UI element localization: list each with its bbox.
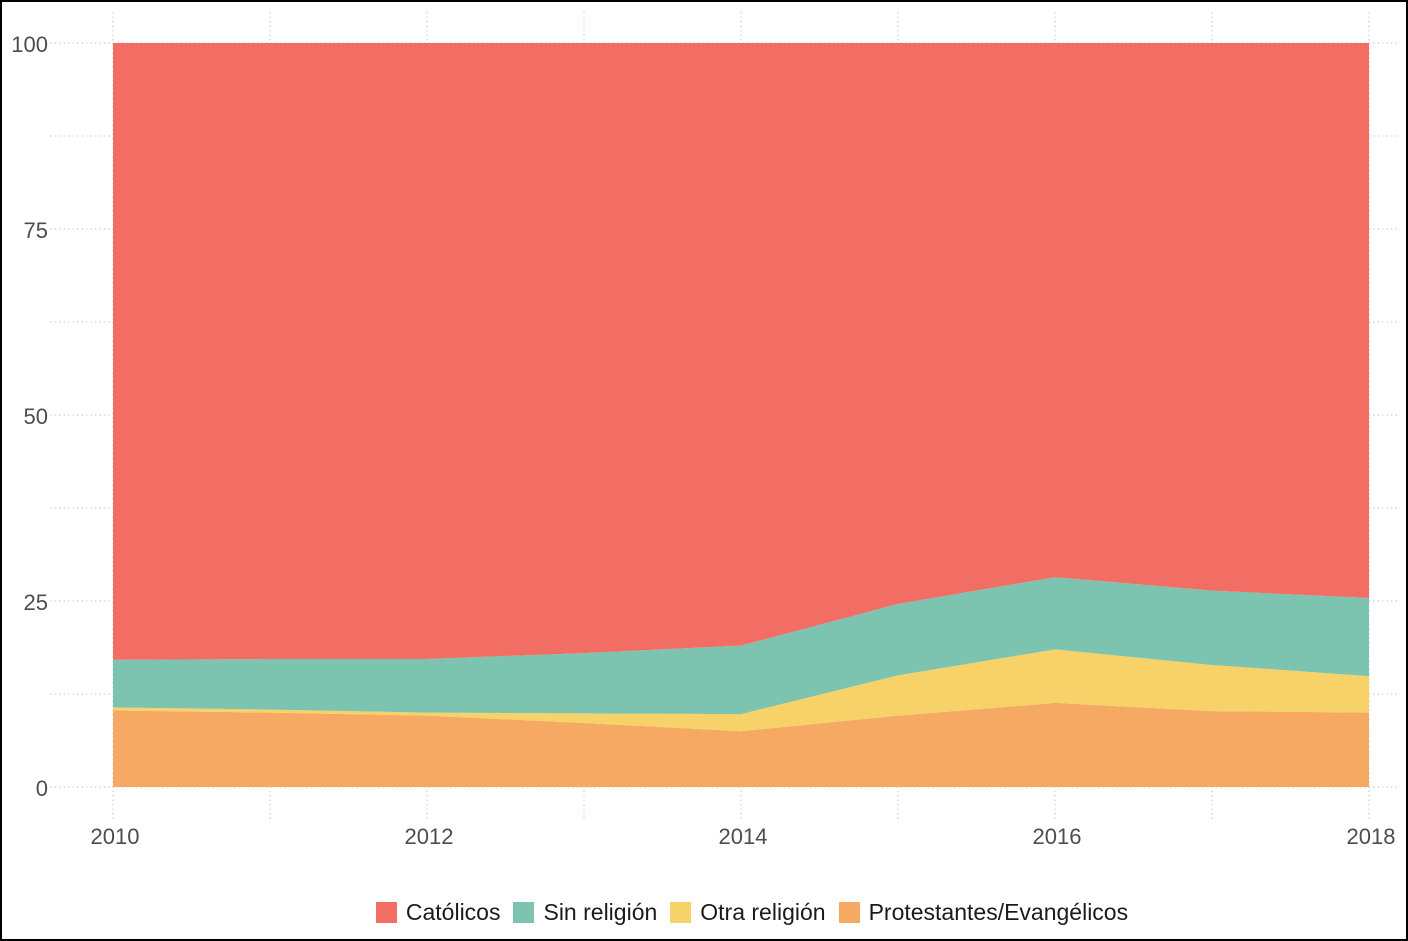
y-tick-label-75: 75: [23, 218, 48, 243]
area-protestantes-evangelicos: [113, 702, 1369, 787]
legend-label-otra-religion: Otra religión: [700, 899, 826, 925]
area-otra-religion: [113, 649, 1369, 732]
legend-swatch-sin-religion: [513, 902, 535, 923]
legend-item-sin-religion: Sin religión: [513, 899, 657, 926]
y-tick-label-0: 0: [35, 776, 48, 801]
legend-item-catolicos: Católicos: [375, 899, 501, 926]
y-tick-label-50: 50: [23, 404, 48, 429]
legend-item-otra-religion: Otra religión: [670, 899, 826, 926]
legend-item-protestantes: Protestantes/Evangélicos: [838, 899, 1129, 926]
legend-swatch-protestantes: [838, 902, 860, 923]
x-tick-label-2010: 2010: [90, 824, 140, 849]
x-tick-label-2018: 2018: [1346, 824, 1396, 849]
x-tick-label-2014: 2014: [718, 824, 768, 849]
y-tick-label-25: 25: [23, 590, 48, 615]
y-tick-label-100: 100: [11, 32, 48, 57]
legend-label-sin-religion: Sin religión: [543, 899, 658, 925]
chart-legend: Católicos Sin religión Otra religión Pro…: [2, 899, 1406, 926]
legend-swatch-catolicos: [375, 902, 397, 923]
x-tick-label-2012: 2012: [404, 824, 454, 849]
x-tick-label-2016: 2016: [1032, 824, 1082, 849]
legend-label-protestantes: Protestantes/Evangélicos: [868, 899, 1129, 925]
legend-swatch-otra-religion: [670, 902, 692, 923]
area-catolicos: [113, 43, 1369, 660]
legend-label-catolicos: Católicos: [405, 899, 501, 925]
